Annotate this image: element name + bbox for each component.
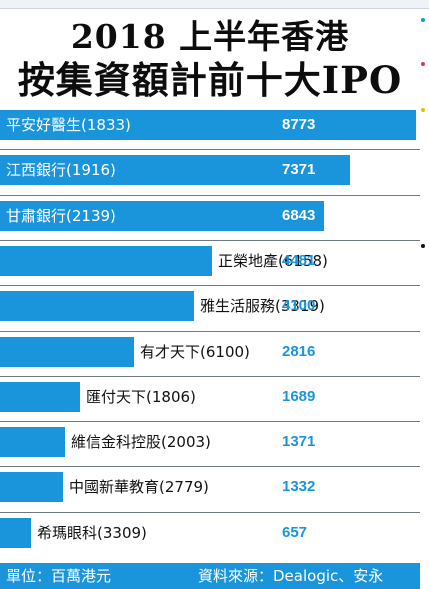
category-label: 希瑪眼科(3309) xyxy=(37,524,147,542)
row-divider xyxy=(0,331,420,332)
row-divider xyxy=(0,376,420,377)
unit-note: 單位：百萬港元 xyxy=(6,567,112,585)
bar xyxy=(0,110,416,140)
category-label: 雅生活服務(3319) xyxy=(200,297,325,315)
decor-dot xyxy=(421,244,425,248)
value-label: 7371 xyxy=(282,161,316,178)
bar xyxy=(0,201,324,231)
category-label: 中國新華教育(2779) xyxy=(69,478,209,496)
value-label: 6843 xyxy=(282,207,316,224)
value-label: 1689 xyxy=(282,388,316,405)
value-label: 4481 xyxy=(282,252,316,269)
bar xyxy=(0,472,63,502)
row-divider xyxy=(0,466,420,467)
category-label: 匯付天下(1806) xyxy=(86,388,196,406)
row-divider xyxy=(0,421,420,422)
category-label: 有才天下(6100) xyxy=(140,343,250,361)
row-divider xyxy=(0,285,420,286)
source-note: 資料來源：Dealogic、安永 xyxy=(198,567,384,585)
browser-top-strip xyxy=(0,0,429,9)
chart-title-line-2: 按集資額計前十大IPO xyxy=(17,58,403,102)
value-label: 4100 xyxy=(282,297,316,314)
value-label: 8773 xyxy=(282,116,316,133)
row-divider xyxy=(0,512,420,513)
row-divider xyxy=(0,149,420,150)
bar-chart: 平安好醫生(1833) 8773 江西銀行(1916) 7371 甘肅銀行(2139) 6… xyxy=(0,108,420,563)
chart-title-line-1: 2018 上半年香港 xyxy=(70,17,350,56)
decor-dot xyxy=(421,18,425,22)
bar xyxy=(0,518,31,548)
decor-dot xyxy=(421,108,425,112)
chart-footer: 單位：百萬港元 資料來源：Dealogic、安永 xyxy=(0,563,420,589)
bar xyxy=(0,291,194,321)
decor-dot xyxy=(421,62,425,66)
bar xyxy=(0,427,65,457)
category-label: 平安好醫生(1833) xyxy=(6,116,131,134)
value-label: 2816 xyxy=(282,343,316,360)
bar xyxy=(0,155,350,185)
category-label: 正榮地產(6158) xyxy=(218,252,328,270)
category-label: 江西銀行(1916) xyxy=(6,161,116,179)
bar xyxy=(0,382,80,412)
bar xyxy=(0,246,212,276)
row-divider xyxy=(0,195,420,196)
value-label: 1371 xyxy=(282,433,316,450)
category-label: 甘肅銀行(2139) xyxy=(6,207,116,225)
row-divider xyxy=(0,240,420,241)
bar xyxy=(0,337,134,367)
value-label: 1332 xyxy=(282,478,316,495)
value-label: 657 xyxy=(282,524,308,541)
category-label: 維信金科控股(2003) xyxy=(71,433,211,451)
